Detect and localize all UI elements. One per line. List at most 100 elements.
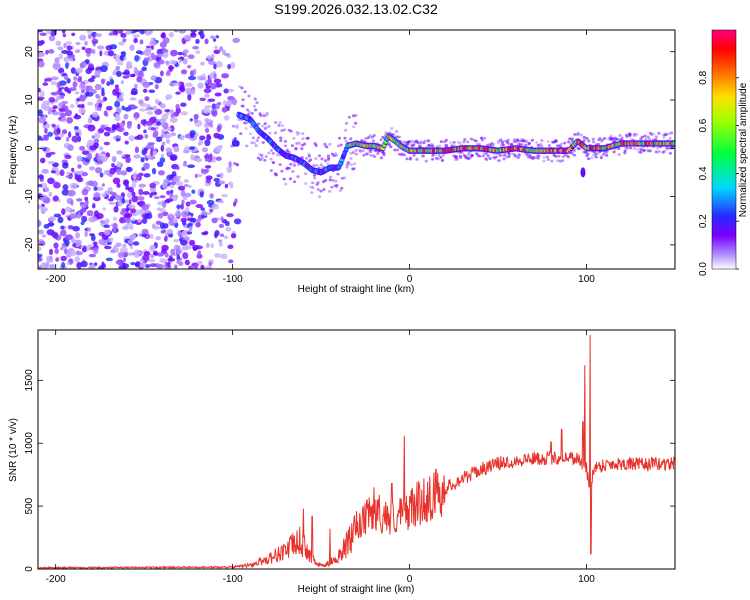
spectrogram-noise-blob [194,173,198,179]
spectrogram-noise-blob [132,241,140,246]
spectrogram-noise-blob [124,154,131,158]
spectrogram-noise-blob [176,259,181,264]
spectrogram-noise-blob [92,111,99,118]
spectrogram-halo-blob [600,138,604,142]
spectrogram-noise-blob [171,178,179,182]
spectrogram-halo-blob [400,153,404,157]
spectrogram-halo-blob [465,154,469,158]
spectrogram-halo-blob [643,134,647,138]
spectrogram-noise-blob [178,134,185,141]
spectrogram-noise-blob [162,122,169,130]
spectrogram-halo-blob [343,136,347,140]
spectrogram-noise-blob [96,99,104,104]
spectrogram-noise-blob [142,81,151,88]
spectrogram-noise-blob [164,252,169,258]
spectrogram-noise-blob [175,103,180,110]
spectrogram-noise-blob [217,200,225,204]
spectrogram-halo-blob [462,140,466,144]
spectrogram-halo-blob [247,94,251,98]
spectrogram-noise-blob [216,125,222,133]
spectrogram-noise-blob [125,186,131,191]
spectrogram-noise-blob [123,180,129,186]
snr-y-tick-label: 1500 [24,369,35,392]
spectrogram-noise-blob [184,133,192,139]
spectrogram-noise-blob [223,235,229,240]
spectrogram-noise-blob [211,103,217,110]
spectrogram-noise-blob [100,65,108,73]
spectrogram-halo-blob [491,143,495,146]
spectrogram-noise-blob [166,261,171,268]
spectrogram-x-tick-label: 0 [407,274,413,285]
spectrogram-noise-blob [153,196,160,200]
snr-x-tick-label: 0 [407,574,413,585]
spectrogram-noise-blob [139,30,146,35]
spectrogram-noise-blob [175,91,181,95]
spectrogram-halo-blob [281,124,285,128]
spectrogram-halo-blob [568,137,572,141]
spectrogram-noise-blob [154,98,160,104]
spectrogram-noise-blob [160,70,164,77]
spectrogram-noise-blob [188,146,195,151]
spectrogram-noise-blob [161,129,165,136]
spectrogram-noise-blob [51,111,60,116]
spectrogram-noise-blob [41,207,49,212]
spectrogram-halo-blob [354,121,358,125]
spectrogram-noise-blob [155,125,159,130]
spectrogram-halo-blob [352,125,356,129]
snr-x-tick-label: -100 [223,574,243,585]
spectrogram-halo-blob [488,157,492,160]
spectrogram-noise-blob [115,260,121,265]
spectrogram-halo-blob [274,173,279,177]
spectrogram-noise-blob [80,260,88,268]
spectrogram-halo-blob [664,133,668,137]
spectrogram-noise-blob [227,95,235,101]
spectrogram-noise-blob [72,242,77,248]
spectrogram-halo-blob [280,169,284,173]
spectrogram-noise-blob [100,78,105,85]
spectrogram-halo-blob [301,137,305,141]
spectrogram-halo-blob [268,131,272,135]
spectrogram-noise-blob [136,134,144,140]
spectrogram-halo-blob [330,185,334,189]
spectrogram-halo-blob [296,175,300,179]
spectrogram-noise-blob [156,252,165,257]
spectrogram-y-tick-label: 10 [24,94,35,106]
spectrogram-halo-blob [254,144,258,147]
spectrogram-noise-blob [74,256,81,263]
spectrogram-noise-blob [191,89,196,96]
spectrogram-noise-blob [61,116,67,123]
spectrogram-noise-blob [48,107,54,112]
spectrogram-halo-blob [368,134,372,138]
spectrogram-halo-blob [501,143,506,147]
spectrogram-noise-blob [140,119,147,125]
spectrogram-noise-blob [131,73,136,77]
spectrogram-noise-blob [150,52,156,59]
spectrogram-halo-blob [572,153,576,157]
spectrogram-noise-blob [61,189,70,196]
spectrogram-noise-blob [87,34,93,40]
spectrogram-noise-blob [190,32,197,38]
spectrogram-halo-blob [514,154,518,158]
spectrogram-noise-blob [150,40,157,45]
spectrogram-halo-blob [452,140,456,144]
spectrogram-halo-blob [283,139,288,143]
spectrogram-noise-blob [213,49,221,55]
spectrogram-halo-blob [349,163,354,167]
spectrogram-noise-blob [88,166,96,171]
spectrogram-noise-blob [138,188,144,196]
spectrogram-halo-blob [310,191,314,195]
spectrogram-noise-blob [109,191,117,195]
spectrogram-halo-blob [247,110,251,114]
spectrogram-halo-blob [470,154,474,157]
spectrogram-halo-blob [344,128,348,132]
spectrogram-noise-blob [159,118,166,124]
spectrogram-halo-blob [657,132,661,136]
spectrogram-noise-blob [169,213,174,218]
spectrogram-noise-blob [132,217,136,222]
spectrogram-halo-blob [292,136,296,140]
spectrogram-noise-blob [45,152,52,158]
spectrogram-noise-blob [87,101,94,106]
spectrogram-halo-blob [561,159,565,162]
spectrogram-noise-blob [233,218,242,225]
